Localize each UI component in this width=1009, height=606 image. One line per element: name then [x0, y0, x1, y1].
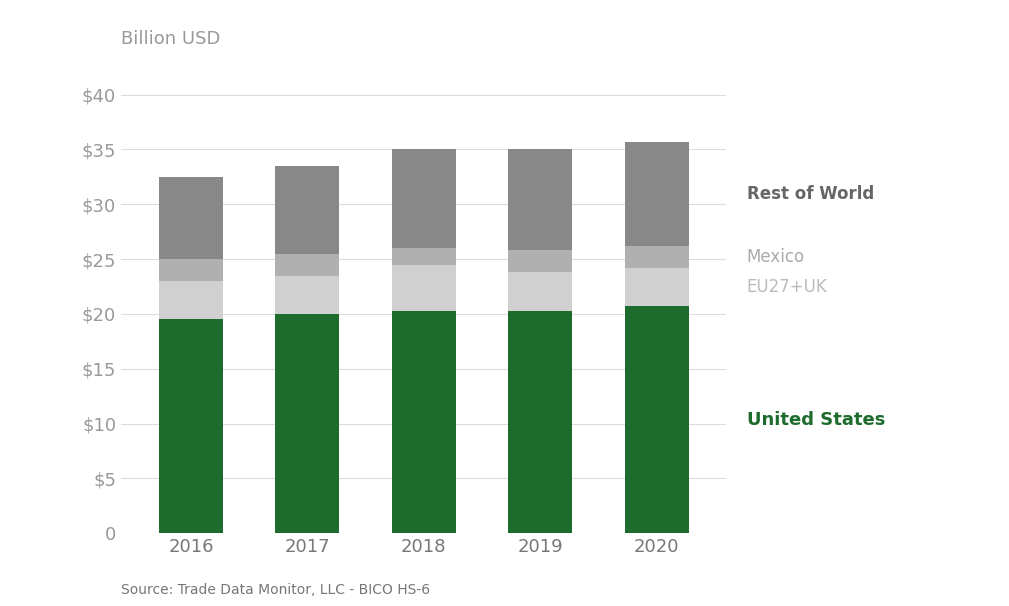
Bar	[509, 150, 572, 250]
Bar	[625, 306, 689, 533]
Bar	[158, 259, 223, 281]
Bar	[275, 276, 339, 314]
Bar	[391, 311, 456, 533]
Bar	[625, 268, 689, 306]
Bar	[509, 311, 572, 533]
Bar	[158, 281, 223, 319]
Bar	[509, 272, 572, 311]
Text: Rest of World: Rest of World	[747, 185, 874, 203]
Bar	[509, 250, 572, 272]
Text: Mexico: Mexico	[747, 248, 805, 266]
Text: EU27+UK: EU27+UK	[747, 278, 827, 296]
Bar	[275, 314, 339, 533]
Bar	[158, 177, 223, 259]
Text: Billion USD: Billion USD	[121, 30, 220, 48]
Bar	[158, 319, 223, 533]
Bar	[275, 254, 339, 276]
Text: Source: Trade Data Monitor, LLC - BICO HS-6: Source: Trade Data Monitor, LLC - BICO H…	[121, 583, 430, 597]
Bar	[391, 150, 456, 248]
Bar	[275, 166, 339, 254]
Bar	[391, 248, 456, 265]
Bar	[391, 265, 456, 311]
Bar	[625, 246, 689, 268]
Bar	[625, 142, 689, 246]
Text: United States: United States	[747, 411, 885, 429]
